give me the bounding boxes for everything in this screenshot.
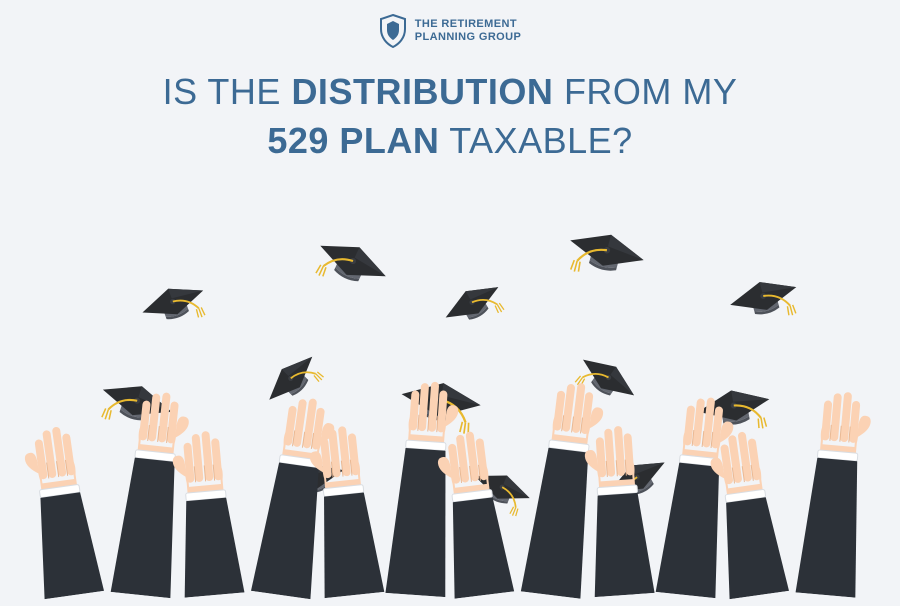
grad-cap xyxy=(717,259,813,345)
grad-cap xyxy=(429,264,521,352)
page-title: IS THE DISTRIBUTION FROM MY529 PLAN TAXA… xyxy=(0,68,900,165)
graduation-scene xyxy=(0,200,900,600)
brand-name: THE RETIREMENT PLANNING GROUP xyxy=(415,18,521,43)
brand-logo: THE RETIREMENT PLANNING GROUP xyxy=(0,0,900,48)
shield-icon xyxy=(379,14,407,48)
grad-cap xyxy=(552,210,658,306)
grad-cap xyxy=(128,264,222,350)
grad-cap xyxy=(296,217,404,318)
raised-hand xyxy=(780,382,888,604)
